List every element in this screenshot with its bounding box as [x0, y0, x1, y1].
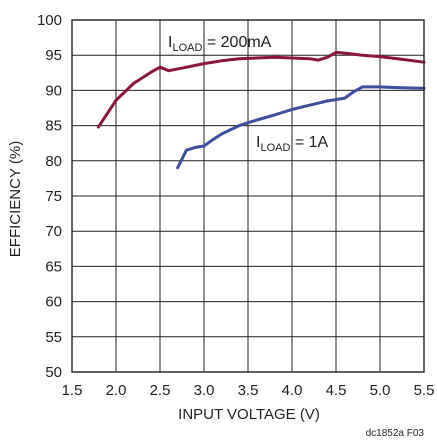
y-tick-label: 80 — [45, 153, 62, 170]
y-tick-label: 85 — [45, 118, 62, 135]
y-axis-title: EFFICIENCY (%) — [7, 141, 24, 257]
y-tick-label: 75 — [45, 188, 62, 205]
plot-frame — [71, 19, 425, 373]
x-axis-title: INPUT VOLTAGE (V) — [178, 406, 320, 423]
x-tick-label: 1.5 — [62, 382, 83, 399]
y-tick-label: 65 — [45, 258, 62, 275]
x-tick-label: 2.5 — [150, 382, 171, 399]
y-tick-label: 60 — [45, 294, 62, 311]
y-tick-label: 70 — [45, 223, 62, 240]
y-tick-label: 55 — [45, 329, 62, 346]
series-label-200ma: ILOAD = 200mA — [168, 34, 272, 54]
y-tick-label: 95 — [45, 47, 62, 64]
grid — [71, 19, 425, 373]
series-label-1a: ILOAD = 1A — [256, 134, 329, 154]
x-tick-label: 2.0 — [106, 382, 127, 399]
x-tick-labels: 1.5 2.0 2.5 3.0 3.5 4.0 4.5 5.0 5.5 — [62, 382, 435, 399]
series-line-0 — [96, 50, 426, 129]
y-tick-label: 50 — [45, 364, 62, 381]
x-tick-label: 4.5 — [326, 382, 347, 399]
x-tick-label: 5.0 — [370, 382, 391, 399]
series-lines — [96, 50, 426, 170]
x-tick-label: 5.5 — [414, 382, 435, 399]
x-tick-label: 3.5 — [238, 382, 259, 399]
figure-code: dc1852a F03 — [366, 428, 425, 439]
x-tick-label: 4.0 — [282, 382, 303, 399]
y-tick-label: 90 — [45, 82, 62, 99]
x-tick-label: 3.0 — [194, 382, 215, 399]
y-tick-labels: 50 55 60 65 70 75 80 85 90 95 100 — [37, 12, 62, 381]
y-tick-label: 100 — [37, 12, 62, 29]
series-line-1 — [176, 85, 426, 170]
